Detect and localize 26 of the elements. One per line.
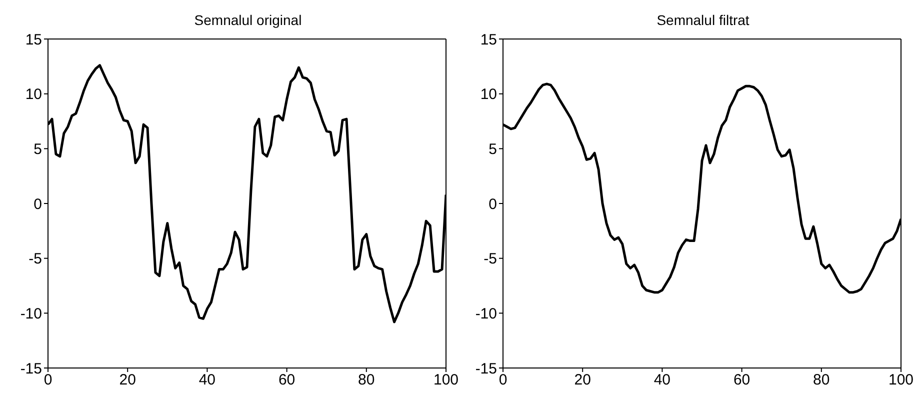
x-tick-label: 40 bbox=[198, 372, 216, 389]
x-tick-label: 60 bbox=[733, 372, 750, 389]
y-tick-label: 10 bbox=[480, 86, 497, 104]
x-tick-label: 80 bbox=[813, 372, 830, 389]
y-tick-label: -10 bbox=[475, 305, 497, 322]
y-tick-label: -15 bbox=[475, 360, 497, 378]
y-tick-label: -10 bbox=[20, 305, 42, 322]
x-tick-label: 20 bbox=[574, 372, 591, 389]
y-tick-label: -5 bbox=[484, 250, 497, 268]
x-tick-label: 100 bbox=[888, 372, 914, 389]
y-tick-label: 10 bbox=[25, 86, 42, 104]
x-tick-label: 40 bbox=[654, 372, 671, 389]
x-tick-label: 60 bbox=[278, 372, 296, 389]
y-tick-label: 0 bbox=[34, 196, 42, 213]
y-tick-label: 15 bbox=[480, 31, 497, 48]
y-tick-label: 5 bbox=[488, 140, 497, 158]
x-tick-label: 80 bbox=[358, 372, 375, 389]
y-tick-label: 15 bbox=[25, 31, 42, 48]
y-tick-label: -5 bbox=[28, 250, 42, 268]
y-tick-label: -15 bbox=[20, 360, 42, 378]
x-tick-label: 100 bbox=[433, 372, 459, 389]
chart-title: Semnalul filtrat bbox=[656, 12, 750, 28]
chart-title: Semnalul original bbox=[193, 12, 303, 28]
x-tick-label: 20 bbox=[119, 372, 136, 389]
y-tick-label: 0 bbox=[488, 196, 497, 213]
y-tick-label: 5 bbox=[34, 140, 42, 158]
